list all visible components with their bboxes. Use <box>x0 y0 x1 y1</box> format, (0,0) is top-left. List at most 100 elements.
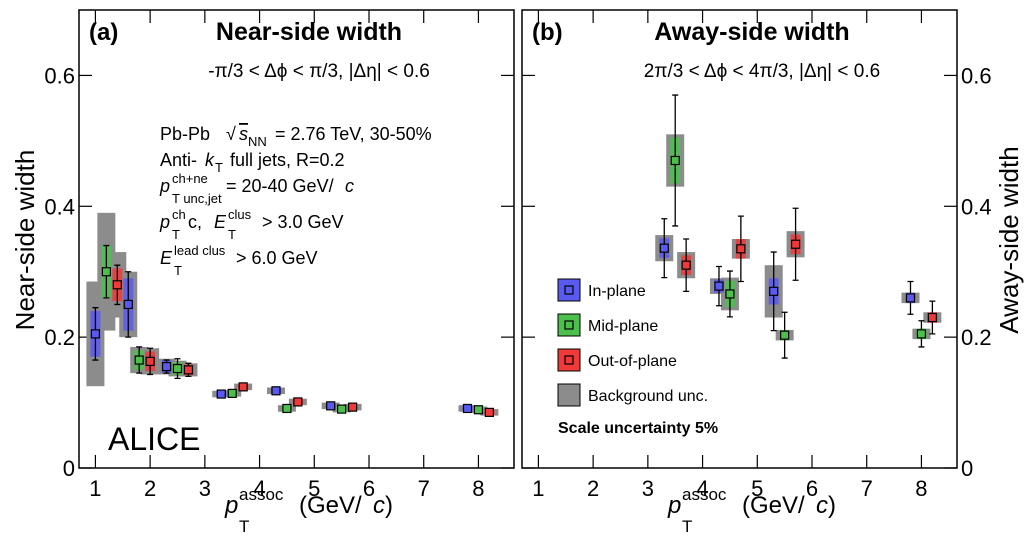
panel-label: (a) <box>89 19 118 46</box>
x-tick-label: 2 <box>144 476 156 501</box>
x-axis-title: passoc T (GeV/c) <box>224 485 393 536</box>
y-tick-label: 0.2 <box>961 325 992 350</box>
marker <box>134 355 144 365</box>
chart-subtitle: 2π/3 < Δϕ < 4π/3, |Δη| < 0.6 <box>644 61 880 82</box>
annotation-part: E <box>214 212 227 232</box>
y-tick-label: 0 <box>63 456 75 481</box>
annotation-part: lead clus <box>174 243 226 258</box>
legend-marker <box>564 285 574 295</box>
annotation-part: √ <box>226 124 236 144</box>
annotation: p ch+ne T unc,jet = 20-40 GeV/ c <box>0 167 369 207</box>
annotation-part: k <box>205 150 215 170</box>
marker <box>90 329 101 339</box>
annotation-part: ch <box>172 207 186 222</box>
chart-title: Away-side width <box>654 18 849 46</box>
x-axis-title-part: assoc <box>682 485 727 504</box>
y-axis-title: Away-side width <box>994 146 1024 333</box>
x-axis-title-part: ) <box>385 492 393 519</box>
marker <box>790 239 801 249</box>
annotation-part: E <box>160 248 173 268</box>
y-tick-label: 0.4 <box>44 194 75 219</box>
marker <box>714 281 724 291</box>
annotation-part: clus <box>228 207 252 222</box>
x-tick-label: 4 <box>696 476 708 501</box>
annotation-part: c <box>345 176 354 196</box>
plot-frame <box>78 9 515 469</box>
x-axis-title-part: (GeV/ <box>299 492 362 519</box>
y-tick-label: 0.6 <box>44 63 75 88</box>
x-axis-title-part: T <box>239 517 249 536</box>
marker <box>101 267 111 277</box>
x-tick-label: 5 <box>751 476 763 501</box>
annotation-part: = 2.76 TeV, 30-50% <box>275 124 432 144</box>
marker <box>473 405 484 415</box>
marker <box>659 243 669 253</box>
annotation-part: = 20-40 GeV/ <box>226 176 334 196</box>
legend-marker <box>564 355 574 365</box>
annotation-part: T unc,jet <box>172 191 222 206</box>
x-axis-title-part: assoc <box>239 485 284 504</box>
annotation-part: NN <box>248 134 267 149</box>
x-tick-label: 2 <box>587 476 599 501</box>
legend-label: In-plane <box>588 283 646 300</box>
x-axis-title-part: p <box>667 492 681 519</box>
annotation-part: full jets, R=0.2 <box>230 150 345 170</box>
annotation-part: Pb-Pb <box>160 124 210 144</box>
marker <box>123 299 133 310</box>
x-axis-title: passoc T (GeV/c) <box>667 485 836 536</box>
marker <box>670 155 680 166</box>
marker <box>183 365 194 375</box>
x-tick-label: 6 <box>806 476 818 501</box>
y-tick-label: 0.6 <box>961 63 992 88</box>
marker <box>780 330 790 340</box>
x-axis-title-part: c <box>816 492 828 519</box>
annotation: Pb-Pb √ s NN = 2.76 TeV, 30-50% <box>0 124 447 150</box>
annotation-part: c, <box>188 212 202 232</box>
marker <box>172 363 183 374</box>
legend-label: Out-of-plane <box>588 353 677 370</box>
x-tick-label: 7 <box>418 476 430 501</box>
marker <box>337 404 347 414</box>
marker <box>905 293 916 303</box>
x-tick-label: 3 <box>642 476 654 501</box>
legend-swatch <box>557 313 581 337</box>
marker <box>145 356 155 366</box>
x-axis-title-part: p <box>224 492 238 519</box>
legend-swatch <box>557 383 581 407</box>
x-tick-label: 3 <box>199 476 211 501</box>
chart-title: Near-side width <box>216 18 402 46</box>
y-axis-title: Near-side width <box>10 150 40 331</box>
x-tick-label: 8 <box>472 476 484 501</box>
marker <box>769 286 779 296</box>
annotation-part: T <box>215 160 223 175</box>
marker <box>681 260 691 270</box>
x-tick-label: 8 <box>915 476 927 501</box>
legend-swatch <box>557 348 581 372</box>
x-axis-title-part: c <box>373 492 385 519</box>
marker <box>484 407 494 417</box>
plot-frame <box>521 9 958 469</box>
legend-marker <box>564 320 574 330</box>
y-tick-label: 0.2 <box>44 325 75 350</box>
annotation-part: T <box>174 263 182 278</box>
annotation: p ch T c, E clus T > 3.0 GeV <box>0 203 359 243</box>
marker <box>161 361 172 372</box>
x-tick-label: 4 <box>253 476 265 501</box>
marker <box>271 386 281 396</box>
annotation-part: T <box>172 227 180 242</box>
annotation-part: ch+ne <box>172 171 208 186</box>
marker <box>112 280 122 290</box>
x-tick-label: 1 <box>89 476 101 501</box>
marker <box>347 402 358 412</box>
x-tick-label: 1 <box>532 476 544 501</box>
marker <box>927 312 937 323</box>
legend-label: Mid-plane <box>588 318 658 335</box>
marker <box>736 244 746 254</box>
legend-label: Background unc. <box>588 388 708 405</box>
annotation-part: s <box>239 124 248 144</box>
scale-note: Scale uncertainty 5% <box>558 420 718 437</box>
marker <box>238 382 248 392</box>
annotation-part: > 6.0 GeV <box>236 248 318 268</box>
x-tick-label: 7 <box>861 476 873 501</box>
